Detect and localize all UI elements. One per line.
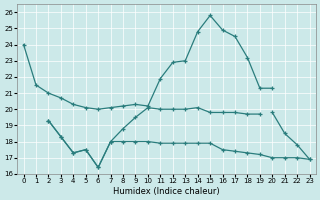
X-axis label: Humidex (Indice chaleur): Humidex (Indice chaleur) — [113, 187, 220, 196]
